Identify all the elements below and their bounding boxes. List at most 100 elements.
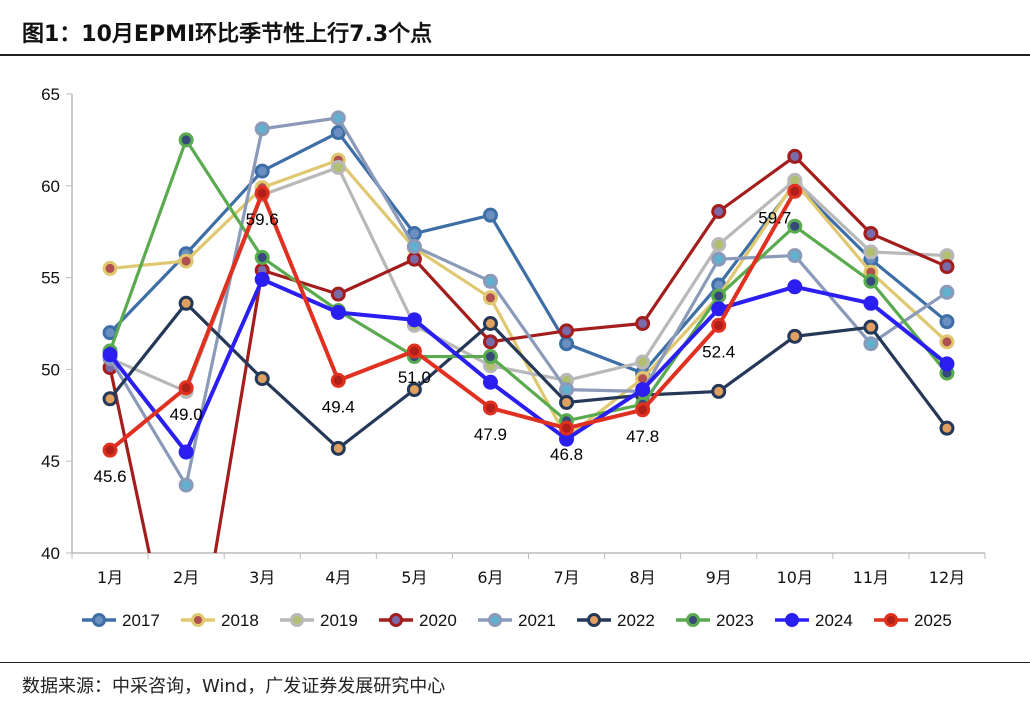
- data-point-2025: [711, 317, 727, 333]
- x-tick-label: 7月: [553, 568, 579, 587]
- data-point-2020: [863, 226, 879, 242]
- data-point-2024: [939, 356, 955, 372]
- data-point-2021: [863, 336, 879, 352]
- legend-label-2021: 2021: [518, 611, 556, 630]
- y-tick-label: 45: [41, 452, 60, 471]
- data-point-2023: [254, 249, 270, 265]
- data-point-2019: [330, 159, 346, 175]
- data-point-2024: [635, 382, 651, 398]
- data-label: 51.0: [398, 368, 431, 387]
- data-point-2021: [787, 248, 803, 264]
- data-point-2020: [939, 259, 955, 275]
- data-point-2020: [559, 323, 575, 339]
- data-point-2022: [711, 383, 727, 399]
- data-point-2023: [787, 218, 803, 234]
- x-tick-label: 5月: [401, 568, 427, 587]
- data-point-2025: [635, 402, 651, 418]
- legend-marker-2024: [785, 613, 799, 627]
- y-tick-label: 40: [41, 544, 60, 563]
- data-point-2021: [406, 238, 422, 254]
- data-point-2022: [482, 316, 498, 331]
- y-tick-label: 50: [41, 360, 60, 379]
- title-divider: [0, 54, 1030, 56]
- x-tick-label: 9月: [706, 568, 732, 587]
- data-point-2022: [254, 371, 270, 387]
- data-label: 49.0: [170, 405, 203, 424]
- series-line-2020: [108, 154, 948, 553]
- data-point-2022: [178, 295, 194, 311]
- series-2022: [102, 295, 955, 456]
- legend-marker-2021: [488, 613, 502, 627]
- data-point-2017: [939, 314, 955, 330]
- data-point-2018: [939, 334, 955, 350]
- data-point-2019: [863, 244, 879, 260]
- data-point-2022: [863, 319, 879, 335]
- data-point-2025: [406, 343, 422, 359]
- series-line-2021: [108, 116, 948, 487]
- data-point-2024: [254, 271, 270, 287]
- data-point-2017: [559, 336, 575, 352]
- data-point-2025: [102, 442, 118, 458]
- y-tick-label: 65: [41, 85, 60, 104]
- figure-title: 图1：10月EPMI环比季节性上行7.3个点: [22, 22, 433, 47]
- x-tick-label: 8月: [630, 568, 656, 587]
- series-2020: [102, 148, 955, 553]
- series-2017: [102, 125, 955, 381]
- legend-marker-2025: [884, 613, 898, 627]
- data-label: 52.4: [702, 342, 735, 361]
- data-point-2023: [178, 132, 194, 148]
- x-tick-label: 2月: [173, 568, 199, 587]
- data-point-2024: [330, 304, 346, 320]
- series-line-2025: [108, 190, 797, 452]
- data-point-2017: [254, 163, 270, 179]
- data-label: 45.6: [93, 467, 126, 486]
- x-tick-label: 11月: [853, 568, 889, 587]
- data-point-2020: [406, 251, 422, 267]
- data-point-2022: [330, 440, 346, 456]
- x-tick-label: 3月: [249, 568, 275, 587]
- data-point-2019: [711, 237, 727, 253]
- data-point-2020: [711, 204, 727, 220]
- legend-marker-2020: [389, 613, 403, 627]
- data-point-2025: [178, 380, 194, 396]
- legend-label-2017: 2017: [122, 611, 160, 630]
- data-point-2021: [254, 121, 270, 137]
- data-point-2023: [482, 349, 498, 365]
- data-point-2025: [482, 400, 498, 416]
- data-point-2024: [711, 301, 727, 317]
- data-point-2025: [559, 420, 575, 436]
- data-point-2018: [178, 253, 194, 269]
- legend-label-2018: 2018: [221, 611, 259, 630]
- data-point-2020: [787, 148, 803, 164]
- legend-marker-2019: [290, 613, 304, 627]
- legend-marker-2017: [92, 613, 106, 627]
- data-point-2024: [863, 295, 879, 311]
- data-point-2021: [482, 273, 498, 289]
- source-divider: [0, 662, 1030, 663]
- data-point-2022: [406, 382, 422, 398]
- data-point-2020: [482, 334, 498, 350]
- data-point-2022: [939, 420, 955, 436]
- series-2021: [102, 110, 955, 493]
- y-tick-label: 60: [41, 177, 60, 196]
- legend-marker-2018: [191, 613, 205, 627]
- data-point-2021: [178, 477, 194, 493]
- legend-label-2019: 2019: [320, 611, 358, 630]
- x-tick-label: 12月: [929, 568, 965, 587]
- data-point-2019: [635, 354, 651, 370]
- legend-label-2022: 2022: [617, 611, 655, 630]
- series-line-2018: [109, 158, 949, 439]
- legend-marker-2022: [587, 613, 601, 627]
- data-label: 49.4: [322, 397, 355, 416]
- line-chart: 40 45 50 55 60 65 1月 2月 3月 4月 5月 6月 7月 8月 9月 10月 11月 12月 4…: [41, 85, 986, 630]
- data-point-2022: [102, 391, 118, 407]
- data-label: 47.8: [626, 427, 659, 446]
- data-point-2024: [178, 444, 194, 460]
- data-point-2021: [559, 382, 575, 398]
- data-point-2018: [102, 260, 118, 276]
- data-point-2024: [406, 312, 422, 328]
- data-point-2024: [102, 347, 118, 363]
- legend-label-2023: 2023: [716, 611, 754, 630]
- legend-label-2025: 2025: [914, 611, 952, 630]
- x-tick-label: 6月: [477, 568, 503, 587]
